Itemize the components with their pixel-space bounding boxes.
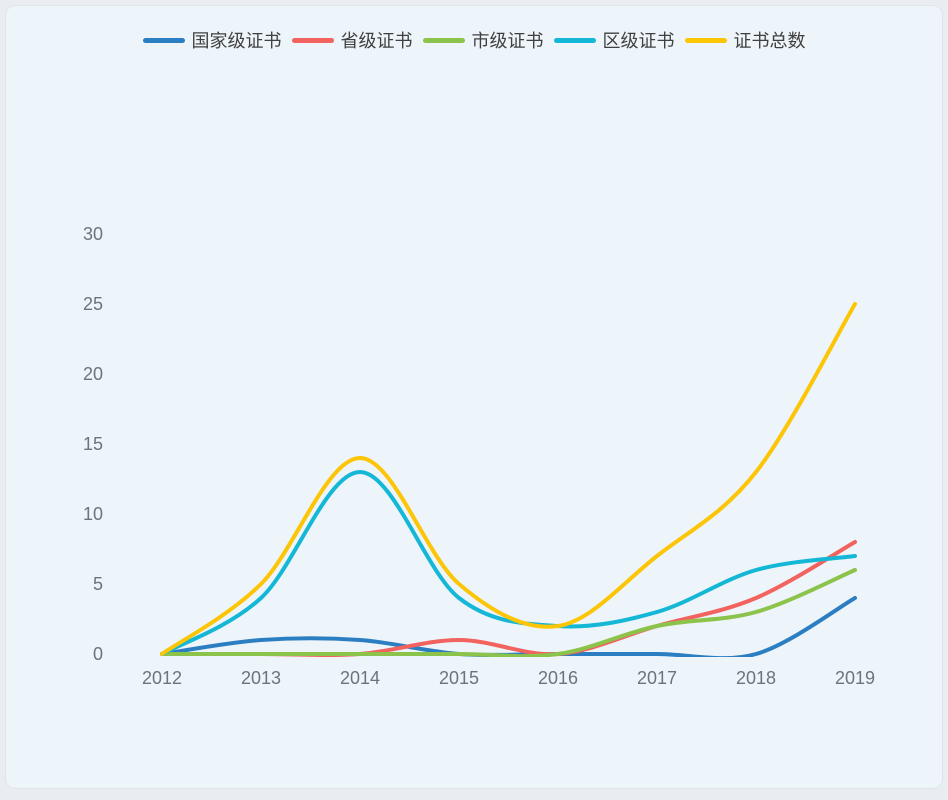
- legend-line-swatch: [684, 37, 727, 43]
- chart-card: 国家级证书 省级证书 市级证书 区级证书 证书总数 30 25 20 15 10 5 0 2012 2…: [5, 5, 943, 789]
- legend-line-swatch: [142, 37, 185, 43]
- x-axis-tick-label: 2016: [537, 668, 579, 688]
- y-axis-tick-label: 25: [82, 294, 103, 314]
- x-axis-tick-label: 2018: [735, 668, 777, 688]
- legend-item-4[interactable]: 证书总数: [684, 27, 806, 53]
- y-axis-tick-label: 15: [82, 434, 103, 454]
- y-axis-tick-label: 30: [82, 224, 103, 244]
- x-axis-tick-label: 2012: [141, 668, 183, 688]
- legend-line-swatch: [422, 37, 465, 43]
- legend-item-1[interactable]: 省级证书: [291, 27, 413, 53]
- series-line-3[interactable]: [160, 470, 857, 656]
- series-line-4[interactable]: [160, 302, 857, 656]
- series-line-2[interactable]: [160, 568, 857, 657]
- legend-item-label: 区级证书: [602, 31, 675, 51]
- x-axis-tick-label: 2019: [834, 668, 876, 688]
- legend-item-label: 国家级证书: [191, 31, 282, 51]
- legend-item-2[interactable]: 市级证书: [422, 27, 544, 53]
- legend-line-swatch: [291, 37, 334, 43]
- y-axis-tick-label: 10: [82, 504, 103, 524]
- x-axis-tick-label: 2017: [636, 668, 678, 688]
- legend-item-label: 证书总数: [733, 31, 806, 51]
- x-axis-tick-label: 2013: [240, 668, 282, 688]
- legend-item-0[interactable]: 国家级证书: [142, 27, 282, 53]
- legend-item-label: 省级证书: [340, 31, 413, 51]
- x-axis-tick-label: 2014: [339, 668, 381, 688]
- legend-item-label: 市级证书: [471, 31, 544, 51]
- legend-line-swatch: [553, 37, 596, 43]
- line-chart-canvas[interactable]: [6, 6, 948, 800]
- y-axis-tick-label: 5: [92, 574, 103, 594]
- chart-legend: 国家级证书 省级证书 市级证书 区级证书 证书总数: [6, 27, 942, 53]
- legend-item-3[interactable]: 区级证书: [553, 27, 675, 53]
- y-axis-tick-label: 0: [92, 644, 103, 664]
- x-axis-tick-label: 2015: [438, 668, 480, 688]
- y-axis-tick-label: 20: [82, 364, 103, 384]
